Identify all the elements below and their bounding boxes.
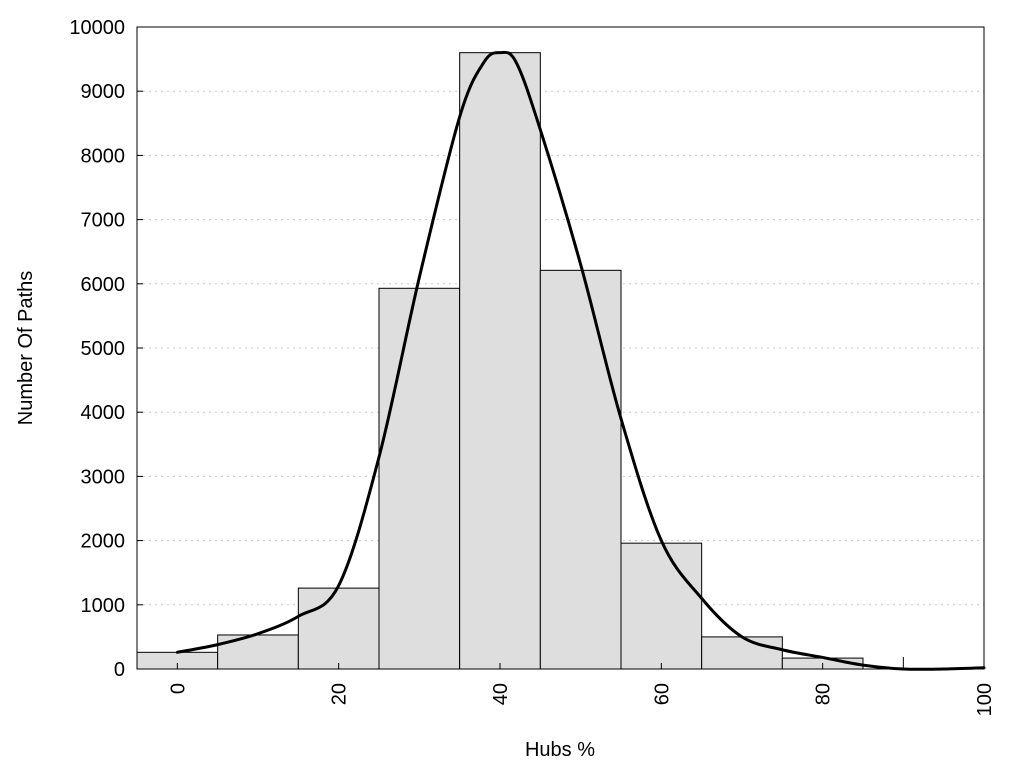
y-tick-label: 5000	[81, 338, 126, 360]
histogram-bar	[378, 287, 461, 670]
histogram-bar	[701, 636, 783, 670]
y-tick-label: 3000	[81, 466, 126, 488]
x-tick-label: 0	[167, 683, 189, 694]
y-tick-label: 1000	[81, 595, 126, 617]
fit-curve-line	[175, 50, 986, 671]
histogram-bar	[459, 52, 541, 670]
bar-layer	[136, 52, 864, 670]
histogram-bar	[539, 269, 622, 670]
curve-layer	[175, 50, 986, 671]
x-tick-label: 60	[651, 683, 673, 705]
y-tick-label: 7000	[81, 210, 126, 232]
x-tick-label: 80	[813, 683, 835, 705]
histogram-bar	[297, 587, 380, 670]
y-tick-label: 6000	[81, 274, 126, 296]
x-tick-label: 40	[490, 683, 512, 705]
y-tick-label: 9000	[81, 81, 126, 103]
y-tick-label: 10000	[69, 17, 125, 39]
y-tick-label: 4000	[81, 402, 126, 424]
y-tick-label: 8000	[81, 145, 126, 167]
x-tick-label: 100	[974, 683, 996, 716]
y-tick-label: 2000	[81, 531, 126, 553]
histogram-bar	[217, 634, 299, 670]
x-axis-title: Hubs %	[525, 739, 595, 761]
label-layer: 0100020003000400050006000700080009000100…	[69, 17, 996, 716]
y-axis-title: Number Of Paths	[15, 271, 37, 426]
histogram-bar	[620, 542, 703, 670]
y-tick-label: 0	[114, 659, 125, 681]
x-tick-label: 20	[329, 683, 351, 705]
tick-layer	[137, 26, 985, 670]
